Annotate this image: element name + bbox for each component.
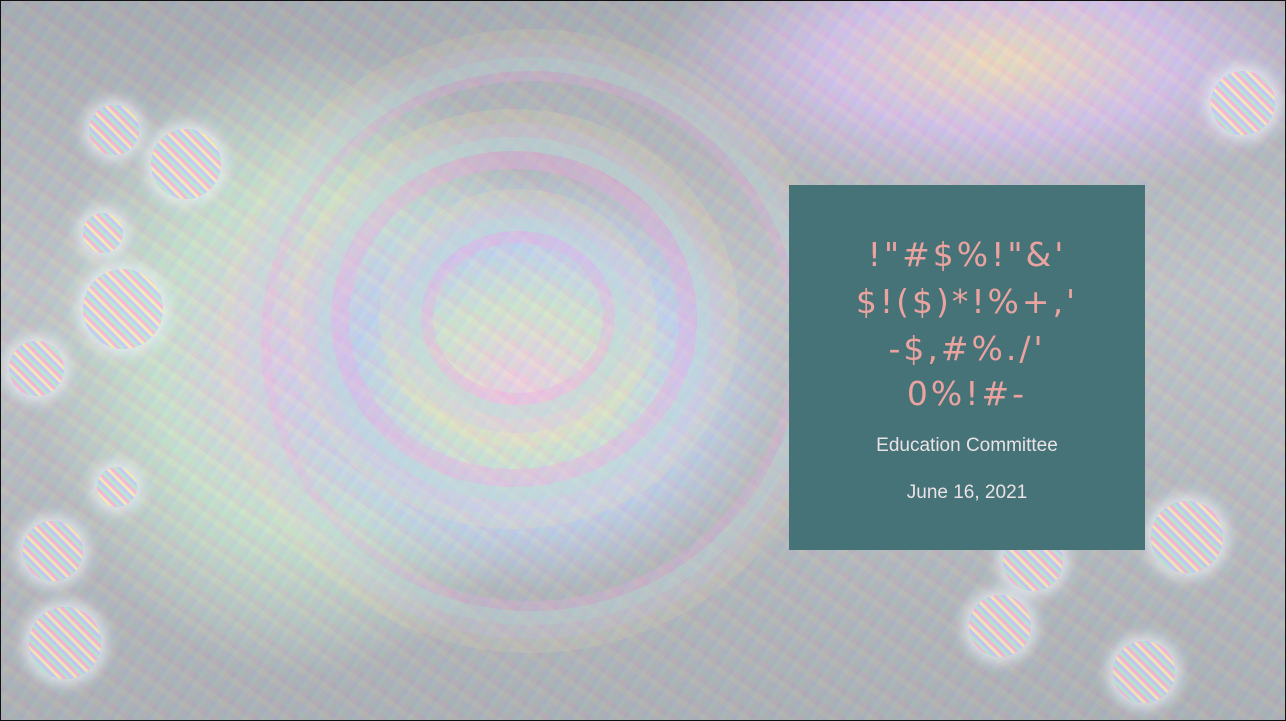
background-bubble — [1113, 641, 1175, 703]
background-bubble — [1151, 501, 1223, 573]
slide-title-line-2: $!($)*!%+,' — [855, 282, 1079, 321]
background-swirl — [261, 71, 801, 611]
background-bubble — [23, 521, 83, 581]
background-bubble — [83, 269, 163, 349]
background-bubble — [89, 105, 139, 155]
background-bubble — [83, 213, 123, 253]
slide-date: June 16, 2021 — [906, 482, 1028, 503]
slide-title-line-1: !"#$%!"&' — [867, 235, 1067, 274]
slide-title-line-4: 0%!#- — [906, 374, 1028, 413]
background-bubble — [1211, 71, 1275, 135]
background-bubble — [969, 595, 1031, 657]
slide-title-line-3: -$,#%./' — [888, 329, 1046, 368]
background-bubble — [9, 341, 64, 396]
title-card: !"#$%!"&' $!($)*!%+,' -$,#%./' 0%!#- Edu… — [789, 185, 1145, 550]
slide-subtitle: Education Committee — [876, 435, 1058, 456]
background-bubble — [97, 467, 137, 507]
background-bubble — [151, 129, 221, 199]
background-bubble — [29, 607, 101, 679]
